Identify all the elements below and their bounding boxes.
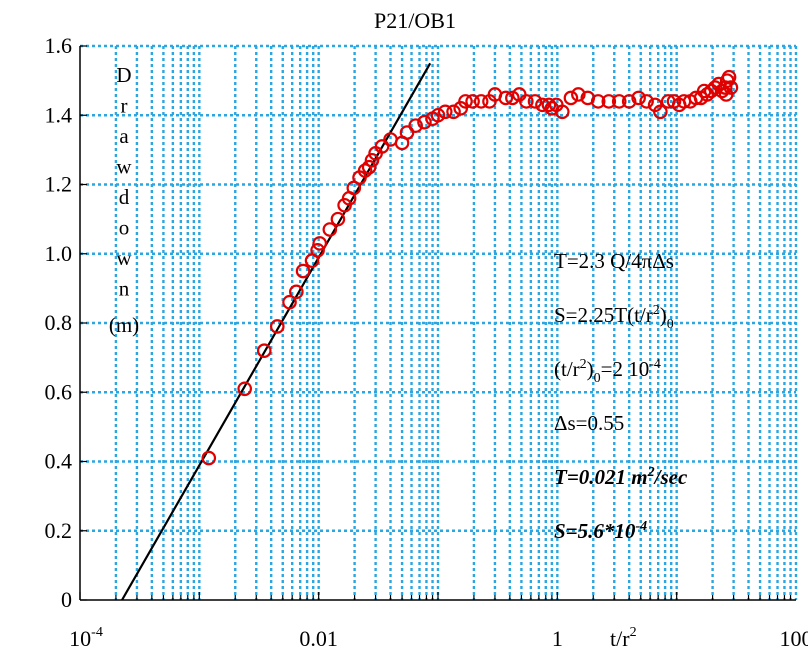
data-point [430, 107, 446, 123]
data-point [519, 94, 534, 109]
data-point [473, 94, 489, 109]
data-point [237, 381, 253, 397]
y-axis-label-char: r [121, 94, 128, 118]
chart-title: P21/OB1 [374, 8, 456, 33]
data-point [295, 263, 311, 279]
data-point [535, 97, 550, 113]
data-point [498, 90, 514, 106]
y-axis-label-unit: (m) [109, 313, 139, 337]
data-point [611, 94, 627, 109]
data-point [631, 90, 646, 106]
y-axis-label-char: D [116, 63, 131, 87]
x-tick-label: 0.01 [299, 626, 338, 651]
axis-ticks: 0 0.2 0.4 0.6 0.8 1.0 1.2 1.4 1.6 10-4 0.01 1 100 [45, 33, 808, 651]
data-point [417, 114, 432, 130]
data-point [361, 159, 377, 175]
data-point [465, 94, 480, 109]
data-point [718, 87, 734, 102]
y-axis-label-char: w [116, 155, 132, 179]
y-tick-label: 0.2 [45, 518, 73, 543]
data-point [707, 80, 723, 95]
x-tick-label: 100 [780, 626, 808, 651]
data-points [201, 69, 739, 466]
y-tick-label: 0 [61, 587, 72, 612]
data-point [330, 211, 346, 227]
x-tick-label: 10-4 [69, 625, 103, 651]
annotation-s-result: S=5.6*10-4 [554, 519, 647, 543]
data-point [364, 152, 380, 168]
data-point [312, 236, 327, 251]
annotations: T=2.3 Q/4πΔs S=2.25T(t/r2)0 (t/r2)0=2 10-4… [554, 249, 688, 543]
annotation-s-formula: S=2.25T(t/r2)0 [554, 303, 674, 332]
data-point [653, 104, 668, 120]
annotation-tr0-value: (t/r2)0=2 10-4 [554, 357, 661, 386]
annotation-t-result: T=0.021 m2/sec [554, 465, 688, 489]
annotation-ds-value: Δs=0.55 [554, 411, 624, 435]
grid [80, 44, 798, 600]
y-axis-label-char: n [119, 277, 130, 301]
data-point [571, 87, 586, 102]
data-point [408, 118, 423, 133]
y-axis-label-char: o [119, 216, 130, 240]
data-point [601, 94, 617, 109]
data-point [399, 125, 415, 140]
data-point [256, 343, 272, 358]
x-axis-label: t/r2 [610, 625, 637, 651]
data-point [541, 97, 557, 113]
data-point [201, 450, 217, 466]
data-point [289, 284, 304, 300]
y-tick-label: 0.4 [45, 449, 73, 474]
data-point [310, 242, 325, 258]
data-point [527, 94, 543, 109]
data-point [639, 94, 654, 109]
y-axis-label-char: a [119, 124, 129, 148]
y-tick-label: 1.4 [45, 102, 73, 127]
data-point [446, 104, 461, 120]
y-axis-label-char: w [116, 246, 132, 270]
data-point [554, 104, 570, 120]
annotation-t-formula: T=2.3 Q/4πΔs [554, 249, 674, 273]
y-tick-label: 1.6 [45, 33, 73, 58]
y-tick-label: 1.2 [45, 172, 73, 197]
data-point [563, 90, 579, 106]
data-point [437, 104, 453, 120]
y-tick-label: 0.6 [45, 379, 73, 404]
x-tick-label: 1 [552, 626, 563, 651]
data-point [621, 94, 637, 109]
data-point [322, 222, 338, 237]
y-tick-label: 0.8 [45, 310, 73, 335]
data-point [721, 69, 737, 85]
y-axis-label-char: d [119, 185, 130, 209]
y-tick-label: 1.0 [45, 241, 73, 266]
data-point [590, 94, 606, 109]
data-point [505, 90, 520, 106]
data-point [357, 163, 373, 178]
data-point [458, 94, 473, 109]
data-point [269, 319, 285, 334]
data-point [282, 294, 297, 310]
